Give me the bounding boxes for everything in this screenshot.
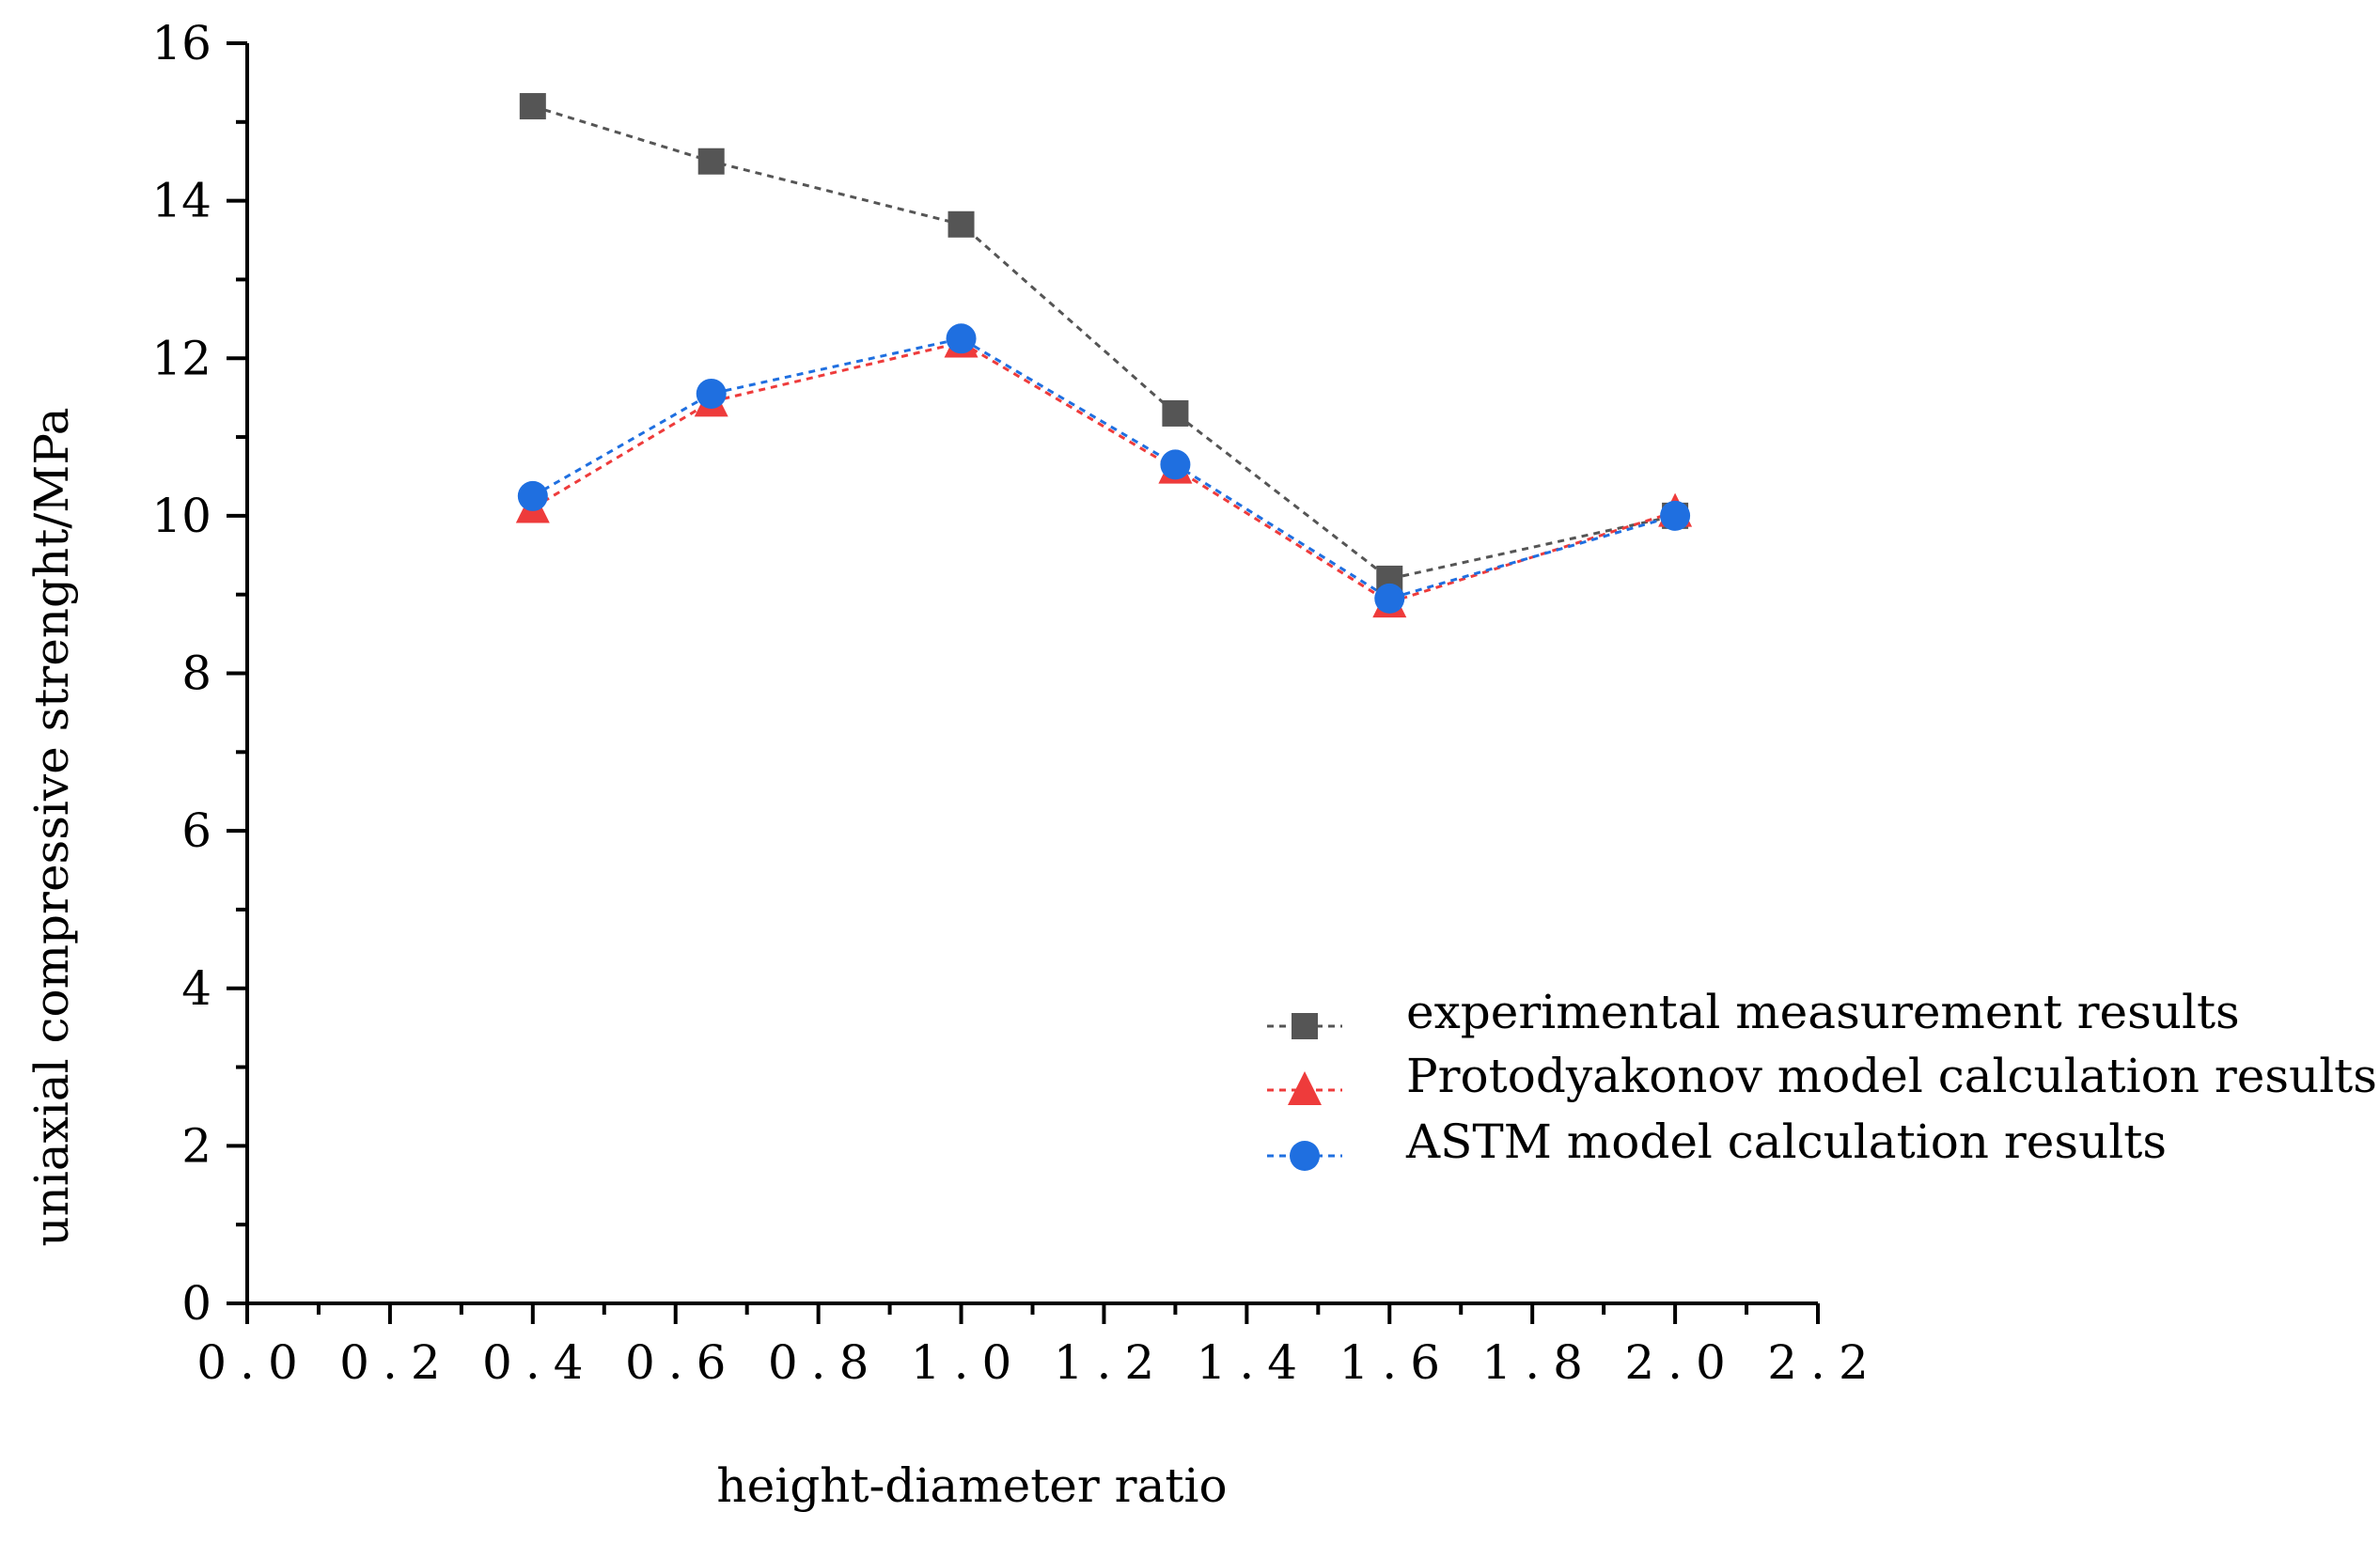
x-tick-label: 0.8 — [768, 1335, 883, 1390]
series-line-square — [532, 104, 1676, 581]
legend: experimental measurement results Protodya… — [1267, 985, 2377, 1171]
legend-label: Protodyakonov model calculation results — [1406, 1049, 2377, 1103]
y-tick-label: 6 — [181, 803, 211, 858]
legend-label: ASTM model calculation results — [1405, 1114, 2167, 1169]
x-tick-label: 2.2 — [1767, 1335, 1882, 1390]
y-tick-label: 10 — [151, 489, 211, 543]
x-tick-label: 0.6 — [625, 1335, 740, 1390]
data-point-circle — [517, 480, 548, 511]
data-point-circle — [696, 378, 727, 409]
x-tick-label: 0.0 — [196, 1335, 311, 1390]
x-tick-label: 1.4 — [1197, 1335, 1311, 1390]
data-point-square — [519, 93, 546, 120]
y-tick-label: 12 — [151, 331, 211, 385]
data-point-circle — [946, 323, 977, 354]
data-point-square — [947, 210, 975, 238]
data-point-circle — [1160, 449, 1191, 480]
data-point-circle — [1660, 500, 1691, 531]
y-tick-label: 2 — [181, 1118, 211, 1173]
legend-marker-triangle — [1288, 1071, 1322, 1105]
x-tick-label: 2.0 — [1624, 1335, 1739, 1390]
x-axis-title: height-diameter ratio — [716, 1458, 1227, 1513]
series — [515, 93, 1693, 618]
x-tick-label: 1.6 — [1339, 1335, 1454, 1390]
y-tick-label: 14 — [151, 174, 211, 228]
y-tick-label: 8 — [181, 647, 211, 701]
x-tick-label: 1.0 — [911, 1335, 1026, 1390]
y-tick-label: 0 — [181, 1276, 211, 1331]
legend-marker-circle — [1290, 1141, 1320, 1171]
data-point-square — [697, 148, 725, 175]
series-line-triangle — [532, 340, 1676, 604]
data-point-square — [1162, 399, 1189, 427]
legend-label: experimental measurement results — [1406, 985, 2240, 1039]
legend-marker-square — [1292, 1013, 1318, 1039]
data-point-circle — [1374, 583, 1405, 614]
x-tick-label: 1.2 — [1054, 1335, 1168, 1390]
series-line-circle — [532, 336, 1676, 600]
y-tick-label: 4 — [181, 961, 211, 1016]
x-tick-label: 1.8 — [1481, 1335, 1596, 1390]
ticks: 0.0 0.2 0.4 0.6 0.8 1.0 1.2 1.4 1.6 1.8 2.0 2.2 0 2 4 6… — [151, 16, 1882, 1390]
x-tick-label: 0.4 — [482, 1335, 597, 1390]
y-tick-label: 16 — [151, 16, 211, 70]
y-axis-title: uniaxial compressive strenght/MPa — [24, 407, 79, 1246]
x-tick-label: 0.2 — [339, 1335, 454, 1390]
